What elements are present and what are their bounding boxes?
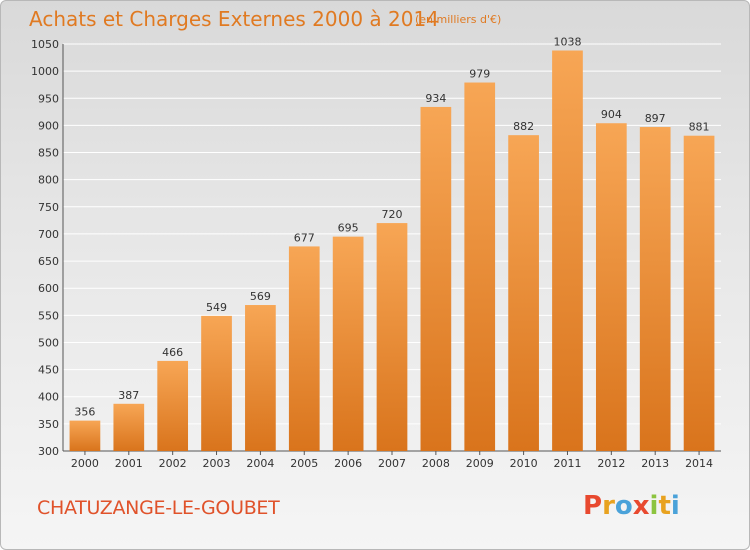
y-tick-label: 800 bbox=[38, 174, 59, 187]
data-label: 466 bbox=[162, 346, 183, 359]
bar bbox=[157, 360, 189, 451]
y-tick-label: 950 bbox=[38, 92, 59, 105]
logo-letter: r bbox=[602, 491, 615, 521]
y-tick-label: 600 bbox=[38, 282, 59, 295]
logo-letter: o bbox=[614, 491, 633, 521]
logo-letter: P bbox=[583, 491, 603, 521]
y-tick-label: 550 bbox=[38, 309, 59, 322]
x-tick-label: 2013 bbox=[641, 457, 669, 470]
data-label: 695 bbox=[338, 222, 359, 235]
data-label: 677 bbox=[294, 231, 315, 244]
data-label: 387 bbox=[118, 389, 139, 402]
bar bbox=[245, 305, 276, 451]
logo-letter: i bbox=[670, 491, 680, 521]
y-tick-label: 300 bbox=[38, 445, 59, 458]
x-tick-label: 2000 bbox=[71, 457, 99, 470]
x-tick-label: 2011 bbox=[553, 457, 581, 470]
y-tick-label: 350 bbox=[38, 418, 59, 431]
y-tick-label: 1000 bbox=[31, 65, 59, 78]
bar bbox=[288, 246, 320, 451]
logo-letter: t bbox=[658, 491, 671, 521]
x-tick-label: 2001 bbox=[115, 457, 143, 470]
x-tick-label: 2010 bbox=[510, 457, 538, 470]
value-labels: 356 387 466 549 569 677 695 720 934 979 882 1038 904… bbox=[74, 36, 709, 419]
x-tick-label: 2005 bbox=[290, 457, 318, 470]
x-tick-label: 2009 bbox=[466, 457, 494, 470]
data-label: 882 bbox=[513, 120, 534, 133]
x-axis: 2000 2001 2002 2003 2004 2005 2006 2007 2008 2009… bbox=[71, 451, 713, 470]
x-tick-label: 2004 bbox=[246, 457, 274, 470]
data-label: 897 bbox=[645, 112, 666, 125]
y-tick-label: 700 bbox=[38, 228, 59, 241]
logo-letter: x bbox=[632, 491, 650, 521]
x-tick-label: 2007 bbox=[378, 457, 406, 470]
chart-unit: (en milliers d'€) bbox=[415, 13, 502, 26]
y-tick-label: 1050 bbox=[31, 38, 59, 51]
x-tick-label: 2012 bbox=[597, 457, 625, 470]
y-tick-label: 750 bbox=[38, 201, 59, 214]
x-tick-label: 2008 bbox=[422, 457, 450, 470]
data-label: 549 bbox=[206, 301, 227, 314]
y-tick-label: 500 bbox=[38, 336, 59, 349]
x-tick-label: 2006 bbox=[334, 457, 362, 470]
bar bbox=[376, 223, 408, 451]
data-label: 356 bbox=[74, 406, 95, 419]
bars bbox=[69, 50, 715, 452]
proxiti-logo: Proxiti bbox=[583, 491, 680, 521]
bar bbox=[464, 82, 496, 452]
bar bbox=[639, 127, 671, 451]
bar bbox=[201, 315, 232, 451]
y-tick-label: 900 bbox=[38, 119, 59, 132]
x-tick-label: 2014 bbox=[685, 457, 713, 470]
y-axis: 300 350 400 450 500 550 600 650 700 750 800 850 900 9… bbox=[31, 38, 721, 458]
data-label: 934 bbox=[425, 92, 446, 105]
data-label: 904 bbox=[601, 108, 622, 121]
y-tick-label: 400 bbox=[38, 391, 59, 404]
y-tick-label: 450 bbox=[38, 364, 59, 377]
x-tick-label: 2003 bbox=[203, 457, 231, 470]
data-label: 979 bbox=[469, 68, 490, 81]
bar bbox=[552, 50, 583, 452]
bar bbox=[113, 403, 145, 451]
bar bbox=[683, 135, 715, 451]
bar bbox=[420, 106, 452, 451]
logo-letter: i bbox=[649, 491, 659, 521]
y-tick-label: 850 bbox=[38, 147, 59, 160]
data-label: 720 bbox=[382, 208, 403, 221]
bar bbox=[595, 123, 627, 451]
location-name: CHATUZANGE-LE-GOUBET bbox=[37, 497, 280, 519]
bar bbox=[69, 420, 101, 451]
chart-title: Achats et Charges Externes 2000 à 2014 bbox=[29, 7, 439, 31]
bar bbox=[332, 236, 364, 451]
x-tick-label: 2002 bbox=[159, 457, 187, 470]
data-label: 569 bbox=[250, 290, 271, 303]
bar bbox=[508, 135, 539, 451]
data-label: 881 bbox=[689, 121, 710, 134]
y-tick-label: 650 bbox=[38, 255, 59, 268]
data-label: 1038 bbox=[553, 36, 581, 49]
